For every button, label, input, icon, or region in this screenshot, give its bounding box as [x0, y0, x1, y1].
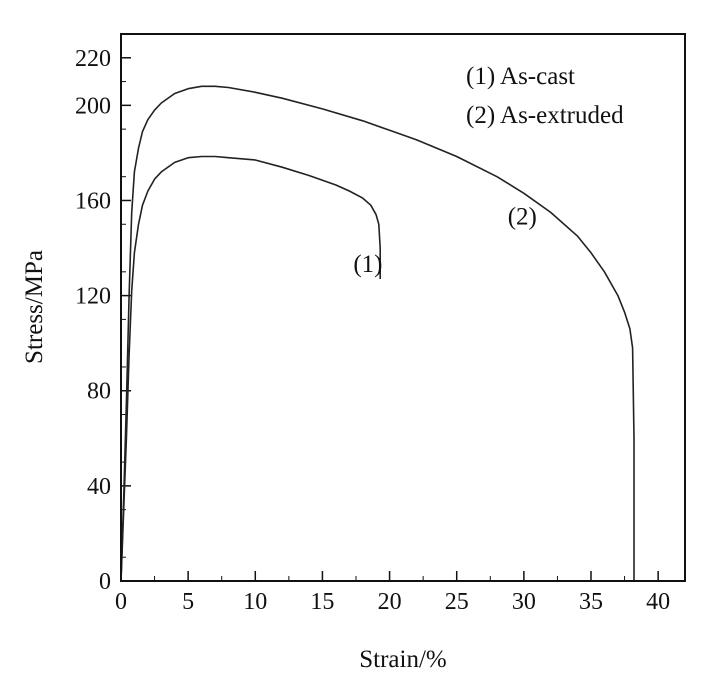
y-tick-label: 0 — [99, 569, 111, 595]
x-tick-label: 10 — [243, 589, 267, 615]
x-tick-label: 30 — [512, 589, 536, 615]
axis-ticks — [120, 57, 659, 582]
legend: (1) As-cast (2) As-extruded — [466, 63, 624, 129]
x-tick-label: 15 — [310, 589, 334, 615]
x-tick-label: 20 — [378, 589, 402, 615]
x-tick-label: 25 — [445, 589, 469, 615]
series-line-2 — [120, 85, 635, 582]
curve-label-1: (1) — [353, 251, 382, 278]
curves — [120, 85, 635, 582]
x-tick-label: 40 — [646, 589, 670, 615]
plot-frame — [120, 33, 686, 582]
y-tick-label: 40 — [87, 474, 111, 500]
curve-label-2: (2) — [508, 203, 537, 230]
x-tick-label: 0 — [115, 589, 127, 615]
x-tick-label: 35 — [579, 589, 603, 615]
series-line-1 — [120, 155, 381, 582]
y-tick-label: 220 — [75, 46, 111, 72]
y-tick-label: 160 — [75, 188, 111, 214]
legend-entry-as-extruded: (2) As-extruded — [466, 102, 624, 129]
tick-labels: 0 5 10 15 20 25 30 35 40 0 40 80 120 160 200 220 — [75, 46, 670, 615]
x-axis-title: Strain/% — [359, 646, 447, 673]
y-tick-label: 120 — [75, 284, 111, 310]
y-axis-title: Stress/MPa — [21, 250, 48, 364]
x-tick-label: 5 — [182, 589, 194, 615]
y-tick-label: 80 — [87, 379, 111, 405]
curve-labels: (1) (2) — [353, 203, 537, 278]
y-tick-label: 200 — [75, 93, 111, 119]
legend-entry-as-cast: (1) As-cast — [466, 63, 575, 90]
